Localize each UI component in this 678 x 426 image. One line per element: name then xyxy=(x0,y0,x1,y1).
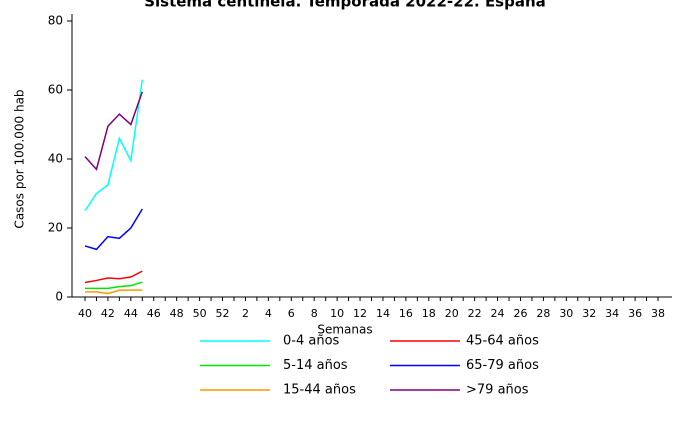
x-tick-label: 46 xyxy=(147,307,161,320)
x-tick-label: 38 xyxy=(651,307,665,320)
legend-label: 65-79 años xyxy=(466,358,539,373)
x-tick-label: 18 xyxy=(422,307,436,320)
series-line xyxy=(85,281,143,290)
x-tick-label: 50 xyxy=(193,307,207,320)
y-axis-label: Casos por 100.000 hab xyxy=(13,89,27,228)
x-tick-label: 26 xyxy=(513,307,527,320)
series-line xyxy=(85,289,143,295)
y-tick-label: 0 xyxy=(55,290,63,304)
x-tick-label: 52 xyxy=(216,307,230,320)
y-tick-label: 40 xyxy=(48,152,63,166)
x-tick-label: 22 xyxy=(468,307,482,320)
legend-label: 0-4 años xyxy=(283,334,340,349)
x-tick-label: 8 xyxy=(311,307,318,320)
x-tick-label: 16 xyxy=(399,307,413,320)
x-tick-label: 34 xyxy=(605,307,619,320)
x-tick-label: 44 xyxy=(124,307,138,320)
x-axis-label: Semanas xyxy=(317,323,372,337)
x-tick-label: 4 xyxy=(265,307,272,320)
series-line xyxy=(84,91,144,171)
chart-title: Sistema centinela. Temporada 2022-22. Es… xyxy=(144,0,546,11)
y-tick-label: 80 xyxy=(48,14,63,28)
legend-label: 5-14 años xyxy=(283,358,348,373)
legend-label: 45-64 años xyxy=(466,334,539,349)
x-tick-label: 10 xyxy=(330,307,344,320)
x-tick-label: 24 xyxy=(491,307,505,320)
x-tick-label: 40 xyxy=(78,307,92,320)
series-line xyxy=(84,79,144,212)
legend-label: 15-44 años xyxy=(283,383,356,398)
x-tick-label: 6 xyxy=(288,307,295,320)
x-tick-label: 20 xyxy=(445,307,459,320)
legend-label: >79 años xyxy=(466,383,529,398)
x-tick-label: 14 xyxy=(376,307,390,320)
series-line xyxy=(84,270,143,284)
x-tick-label: 12 xyxy=(353,307,367,320)
x-tick-label: 48 xyxy=(170,307,184,320)
x-tick-label: 2 xyxy=(242,307,249,320)
x-tick-label: 28 xyxy=(536,307,550,320)
x-tick-label: 42 xyxy=(101,307,115,320)
series-line xyxy=(84,208,143,251)
x-tick-label: 32 xyxy=(582,307,596,320)
x-tick-label: 30 xyxy=(559,307,573,320)
y-tick-label: 20 xyxy=(48,221,63,235)
y-tick-label: 60 xyxy=(48,83,63,97)
x-tick-label: 36 xyxy=(628,307,642,320)
